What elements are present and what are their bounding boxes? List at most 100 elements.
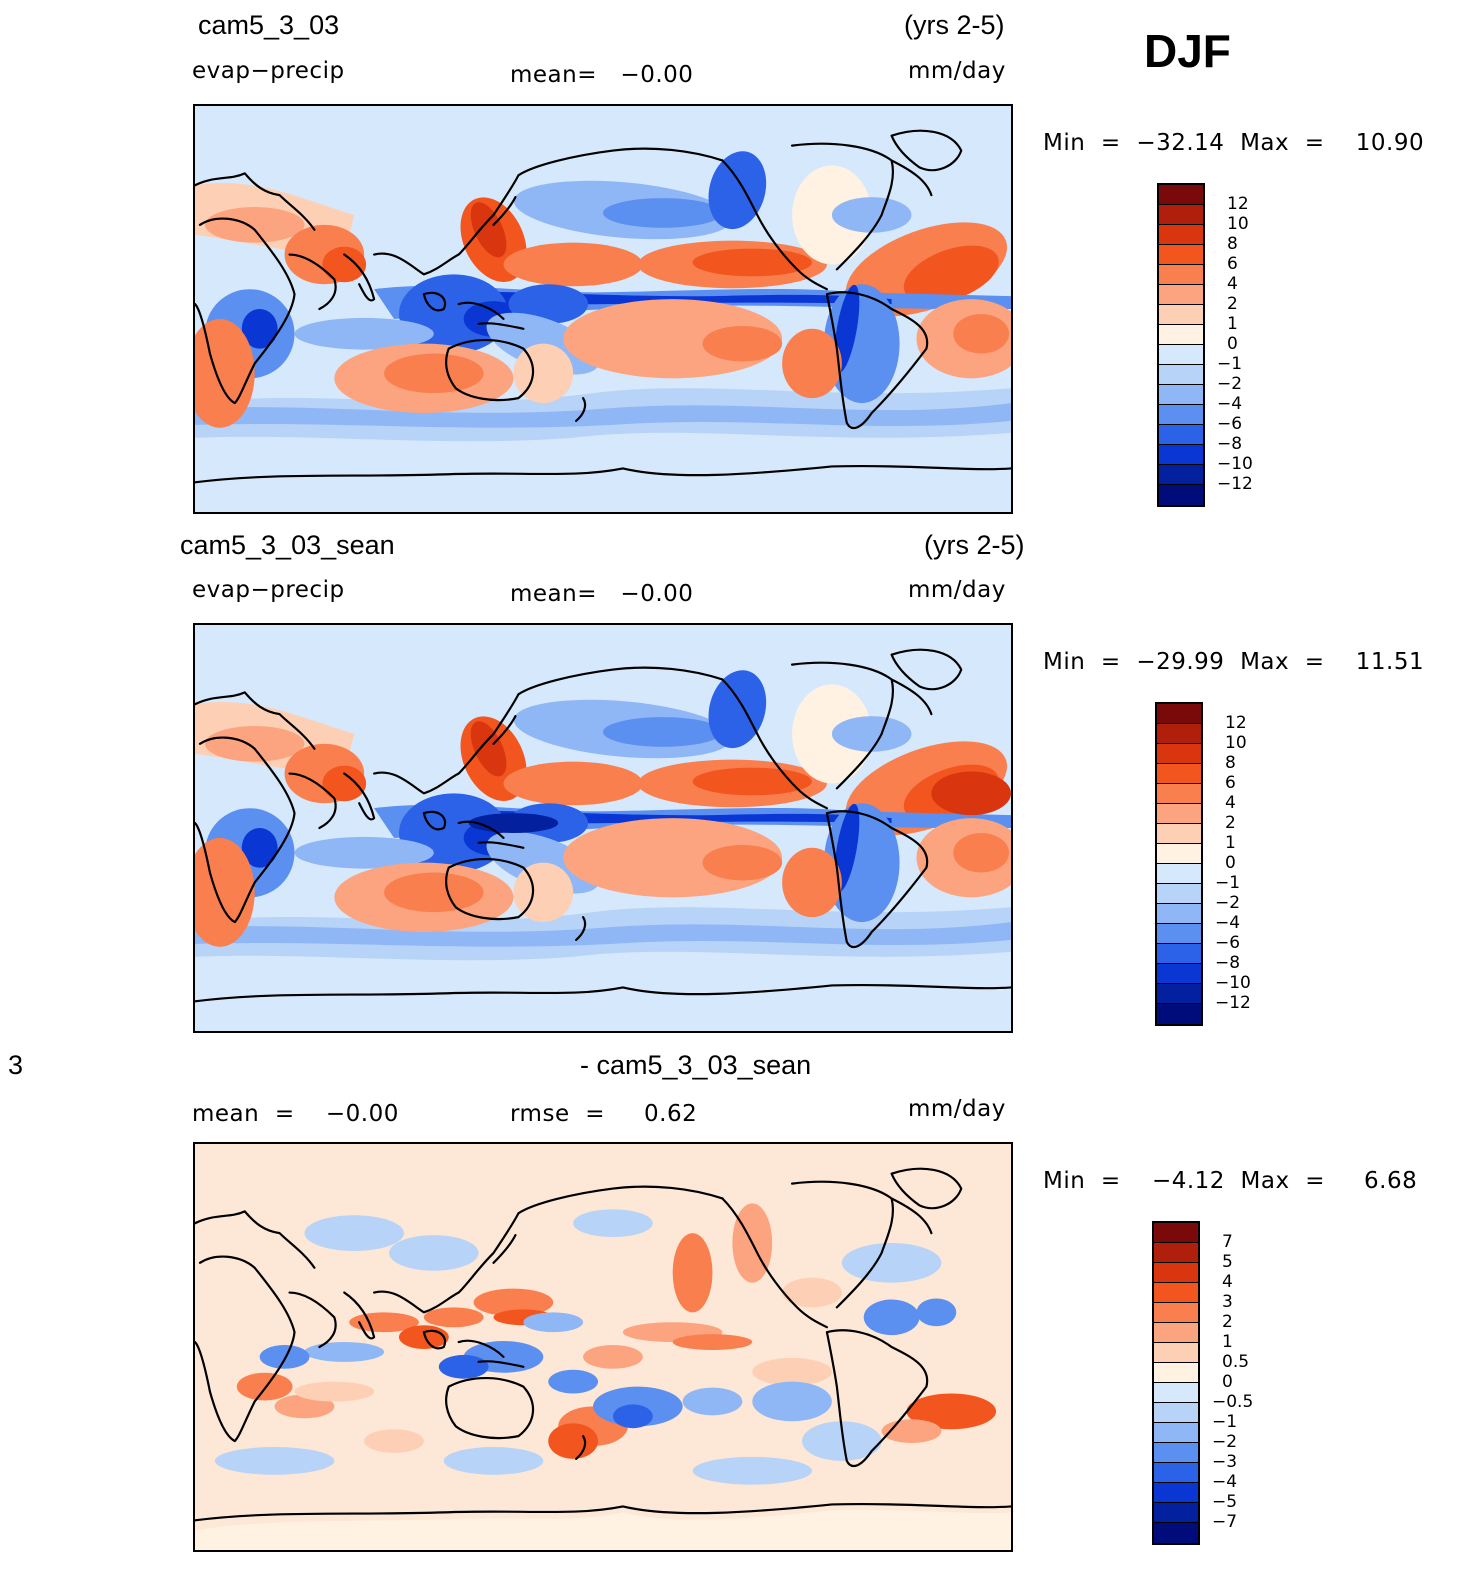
antarctica — [195, 991, 1011, 1031]
colorbar-tick-label: −6 — [1217, 414, 1243, 434]
colorbar-segment — [1157, 904, 1201, 924]
panel2-map — [193, 623, 1013, 1033]
panel3-rmse: rmse = 0.62 — [510, 1101, 698, 1127]
field-contour — [603, 717, 723, 747]
southern-ocean-band — [195, 403, 1011, 428]
colorbar-segment — [1159, 185, 1203, 205]
colorbar-tick-label: −8 — [1215, 953, 1241, 973]
field-contour — [384, 872, 484, 913]
colorbar-segment — [1154, 1483, 1198, 1503]
field-contour — [603, 198, 723, 228]
panel2-units: mm/day — [908, 577, 1006, 603]
coastline — [825, 1329, 929, 1468]
diff-negative-anomaly — [841, 1243, 942, 1283]
diff-negative-anomaly — [916, 1298, 957, 1327]
coastline — [373, 1185, 724, 1314]
panel2-variable: evap−precip — [192, 577, 345, 603]
diff-positive-anomaly — [294, 1381, 375, 1402]
colorbar-tick-label: −10 — [1215, 973, 1251, 993]
colorbar-tick-label: −0.5 — [1212, 1392, 1254, 1412]
colorbar-tick-label: 5 — [1222, 1252, 1233, 1272]
colorbar-tick-label: −4 — [1212, 1472, 1238, 1492]
coastline — [288, 772, 376, 830]
diff-negative-anomaly — [304, 1215, 404, 1251]
diff-positive-anomaly — [752, 1357, 832, 1386]
colorbar-tick-label: 6 — [1225, 773, 1236, 793]
colorbar-segment — [1154, 1243, 1198, 1263]
colorbar-tick-label: 1 — [1225, 833, 1236, 853]
colorbar-segment — [1157, 964, 1201, 984]
colorbar-tick-label: 10 — [1227, 214, 1249, 234]
diff-negative-anomaly — [214, 1447, 335, 1475]
coastline — [790, 661, 933, 790]
colorbar-tick-label: −1 — [1217, 354, 1243, 374]
colorbar-segment — [1159, 345, 1203, 365]
colorbar-segment — [1154, 1283, 1198, 1303]
colorbar-tick-label: 2 — [1225, 813, 1236, 833]
field-contour — [468, 813, 559, 833]
colorbar-segment — [1159, 305, 1203, 325]
colorbar-segment — [1154, 1223, 1198, 1243]
colorbar-tick-label: −2 — [1215, 893, 1241, 913]
colorbar-segment — [1154, 1523, 1198, 1543]
coastline — [195, 691, 316, 750]
panel2-min-max: Min = −29.99 Max = 11.51 — [1043, 649, 1425, 675]
colorbar-tick-label: 8 — [1225, 753, 1236, 773]
colorbar-segment — [1159, 265, 1203, 285]
field-contour — [692, 248, 812, 277]
coastline — [195, 217, 296, 405]
field-contour — [241, 828, 278, 868]
diff-left-label: 3 — [8, 1050, 24, 1080]
coastline — [575, 916, 587, 941]
diff-negative-anomaly — [523, 1312, 584, 1333]
colorbar-tick-label: −10 — [1217, 454, 1253, 474]
diff-negative-anomaly — [682, 1387, 743, 1416]
field-contour — [204, 726, 305, 762]
diff-positive-anomaly — [672, 1233, 713, 1313]
coastline — [890, 1167, 963, 1210]
colorbar-tick-label: 1 — [1222, 1332, 1233, 1352]
coastline — [288, 1291, 376, 1349]
coastline — [890, 648, 963, 691]
coastline — [195, 736, 296, 924]
colorbar-tick-label: −5 — [1212, 1492, 1238, 1512]
diff-negative-anomaly — [752, 1381, 832, 1422]
panel3-min-max: Min = −4.12 Max = 6.68 — [1043, 1168, 1418, 1194]
colorbar-segment — [1154, 1503, 1198, 1523]
southern-ocean-band — [195, 922, 1011, 947]
diff-positive-anomaly — [548, 1423, 599, 1459]
colorbar-segment — [1154, 1403, 1198, 1423]
coastline — [195, 1210, 316, 1269]
colorbar-tick-label: 4 — [1225, 793, 1236, 813]
coastline — [492, 1234, 517, 1264]
coastline — [890, 129, 963, 172]
colorbar-tick-label: 2 — [1227, 294, 1238, 314]
colorbar-tick-label: 4 — [1227, 274, 1238, 294]
colorbar-tick-label: −6 — [1215, 933, 1241, 953]
panel2-mean: mean= −0.00 — [510, 581, 694, 607]
coastline — [721, 1197, 828, 1329]
field-contour — [384, 353, 484, 394]
coastline — [445, 857, 534, 921]
colorbar-tick-label: −4 — [1215, 913, 1241, 933]
colorbar-segment — [1154, 1363, 1198, 1383]
panel1-colorbar — [1157, 183, 1205, 507]
panel3-mean: mean = −0.00 — [192, 1101, 399, 1127]
diff-negative-anomaly — [692, 1456, 812, 1485]
kuroshio-red — [470, 721, 507, 777]
colorbar-segment — [1157, 984, 1201, 1004]
coastline — [373, 147, 724, 276]
colorbar-tick-label: 3 — [1222, 1292, 1233, 1312]
diff-negative-anomaly — [802, 1421, 882, 1461]
diff-negative-anomaly — [259, 1345, 310, 1369]
diff-negative-anomaly — [443, 1447, 544, 1475]
field-contour — [953, 832, 1010, 873]
colorbar-segment — [1157, 704, 1201, 724]
colorbar-segment — [1159, 285, 1203, 305]
colorbar-tick-label: −8 — [1217, 434, 1243, 454]
colorbar-tick-label: −1 — [1215, 873, 1241, 893]
satl-subtropic-red — [195, 837, 255, 947]
panel1-mean: mean= −0.00 — [510, 62, 694, 88]
field-contour — [692, 767, 812, 796]
field-contour — [831, 716, 912, 752]
